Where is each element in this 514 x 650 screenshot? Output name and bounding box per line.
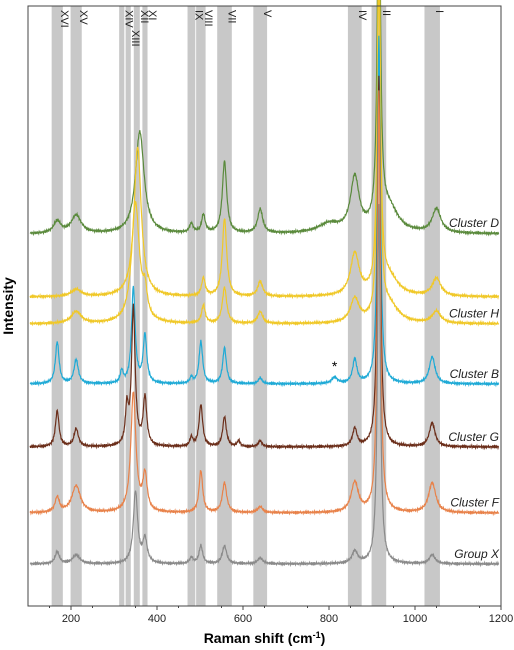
band-label-vii: VII (226, 10, 238, 23)
band-xii (133, 6, 140, 606)
x-tick-label-200: 200 (62, 613, 80, 625)
band-xiv (119, 6, 125, 606)
band-ix (187, 6, 196, 606)
x-axis: 200 400 600 800 1000 1200 (49, 606, 513, 625)
peak-asterisk-annotation: * (332, 358, 338, 374)
band-label-xiii: XIII (129, 30, 141, 47)
band-viii (196, 6, 206, 606)
series-label-group-x: Group X (454, 547, 500, 561)
series-line-cluster-b (29, 35, 500, 388)
annotations: * (332, 358, 338, 374)
band-xi (142, 6, 148, 606)
band-label-xvi: XVI (58, 10, 70, 28)
band-xv (70, 6, 82, 606)
series-label-cluster-b: Cluster B (450, 367, 499, 381)
series-line-cluster-f (29, 90, 500, 517)
band-vii (217, 6, 232, 606)
series-label-cluster-h: Cluster H (449, 306, 499, 320)
band-label-xii: XII (138, 10, 150, 23)
series-label-cluster-d: Cluster D (449, 216, 499, 230)
band-iv (347, 6, 362, 606)
band-label-xv: XV (77, 10, 89, 25)
series-line-cluster-h (29, 0, 500, 327)
band-i (424, 6, 440, 606)
band-label-xiv: XIV (123, 10, 135, 28)
band-label-xi: XI (146, 10, 158, 20)
series-line-cluster-d (29, 0, 500, 237)
x-tick-label-1200: 1200 (489, 613, 513, 625)
band-label-v: V (261, 10, 273, 18)
x-tick-label-600: 600 (234, 613, 252, 625)
band-label-i: I (433, 10, 445, 13)
x-tick-label-1000: 1000 (403, 613, 427, 625)
x-tick-label-800: 800 (320, 613, 338, 625)
y-axis-title: Intensity (0, 277, 16, 335)
band-label-ix: IX (192, 10, 204, 21)
x-tick-label-400: 400 (148, 613, 166, 625)
spectra-series (29, 0, 500, 568)
series-label-cluster-f: Cluster F (450, 496, 499, 510)
series-line-cluster-g (29, 75, 499, 451)
x-axis-title-superscript: -1 (313, 630, 321, 640)
band-label-viii: VIII (202, 10, 214, 27)
band-v (253, 6, 268, 606)
series-line-group-x (29, 204, 500, 568)
band-label-ii: II (380, 10, 392, 16)
series-labels: Cluster D Cluster H Cluster B Cluster G Clus… (448, 216, 500, 561)
band-label-iv: IV (356, 10, 368, 21)
series-label-cluster-g: Cluster G (448, 430, 499, 444)
series-line-unlabeled-1 (29, 0, 500, 300)
band-xvi (51, 6, 63, 606)
x-axis-title: Raman shift (cm-1) (204, 630, 326, 646)
band-xiii (125, 6, 131, 606)
